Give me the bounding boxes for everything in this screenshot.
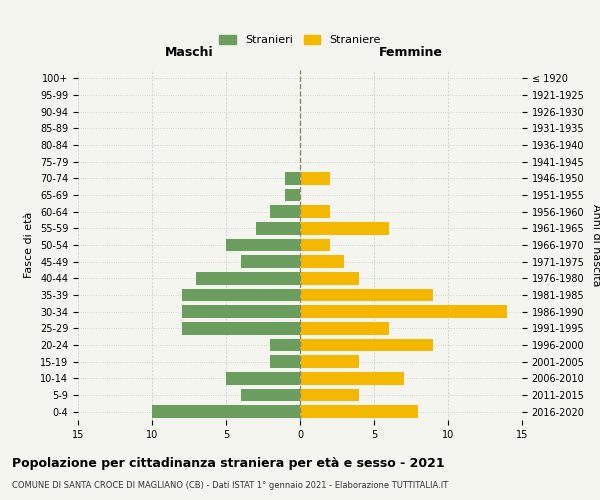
Bar	[300, 206, 329, 218]
Bar	[300, 306, 507, 318]
Bar	[241, 256, 300, 268]
Text: COMUNE DI SANTA CROCE DI MAGLIANO (CB) - Dati ISTAT 1° gennaio 2021 - Elaborazio: COMUNE DI SANTA CROCE DI MAGLIANO (CB) -…	[12, 481, 448, 490]
Bar	[300, 322, 389, 334]
Bar	[226, 372, 300, 384]
Bar	[300, 339, 433, 351]
Bar	[300, 172, 329, 184]
Bar	[152, 406, 300, 418]
Y-axis label: Fasce di età: Fasce di età	[25, 212, 34, 278]
Bar	[271, 339, 300, 351]
Bar	[196, 272, 300, 284]
Bar	[300, 356, 359, 368]
Bar	[285, 172, 300, 184]
Bar	[285, 188, 300, 201]
Bar	[300, 389, 359, 401]
Bar	[300, 289, 433, 301]
Text: Femmine: Femmine	[379, 46, 443, 60]
Bar	[300, 256, 344, 268]
Bar	[271, 206, 300, 218]
Bar	[256, 222, 300, 234]
Bar	[241, 389, 300, 401]
Text: Popolazione per cittadinanza straniera per età e sesso - 2021: Popolazione per cittadinanza straniera p…	[12, 458, 445, 470]
Bar	[226, 239, 300, 251]
Bar	[182, 289, 300, 301]
Bar	[300, 239, 329, 251]
Text: Maschi: Maschi	[164, 46, 214, 60]
Bar	[300, 372, 404, 384]
Bar	[182, 306, 300, 318]
Bar	[300, 222, 389, 234]
Bar	[271, 356, 300, 368]
Y-axis label: Anni di nascita: Anni di nascita	[591, 204, 600, 286]
Bar	[300, 272, 359, 284]
Bar	[182, 322, 300, 334]
Legend: Stranieri, Straniere: Stranieri, Straniere	[215, 30, 385, 50]
Bar	[300, 406, 418, 418]
